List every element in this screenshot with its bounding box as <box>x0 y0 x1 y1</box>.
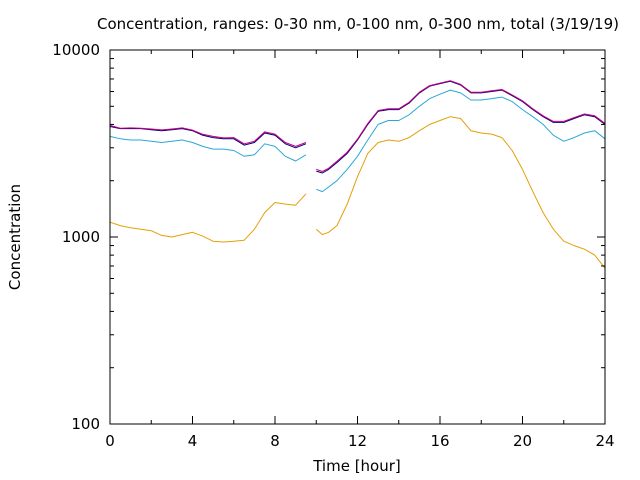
y-axis-label: Concentration <box>6 184 24 290</box>
y-tick-label: 10000 <box>52 41 100 59</box>
x-tick-label: 0 <box>105 432 115 450</box>
series-line-1 <box>109 116 606 269</box>
x-tick-label: 20 <box>513 432 532 450</box>
x-tick-label: 16 <box>430 432 449 450</box>
series-layer <box>109 80 606 269</box>
series-line-3 <box>109 80 606 174</box>
series-line-4 <box>109 80 606 172</box>
x-tick-label: 12 <box>348 432 367 450</box>
y-tick-label: 100 <box>71 415 100 433</box>
x-tick-label: 24 <box>595 432 614 450</box>
x-tick-label: 8 <box>270 432 280 450</box>
chart-title: Concentration, ranges: 0-30 nm, 0-100 nm… <box>97 15 619 33</box>
y-tick-label: 1000 <box>62 228 100 246</box>
x-tick-label: 4 <box>188 432 198 450</box>
series-line-2 <box>109 89 606 193</box>
plot-frame <box>109 49 606 425</box>
ticks-layer: 0 4 8 12 16 20 24 100 1000 10000 <box>52 41 614 450</box>
x-axis-label: Time [hour] <box>312 457 401 475</box>
